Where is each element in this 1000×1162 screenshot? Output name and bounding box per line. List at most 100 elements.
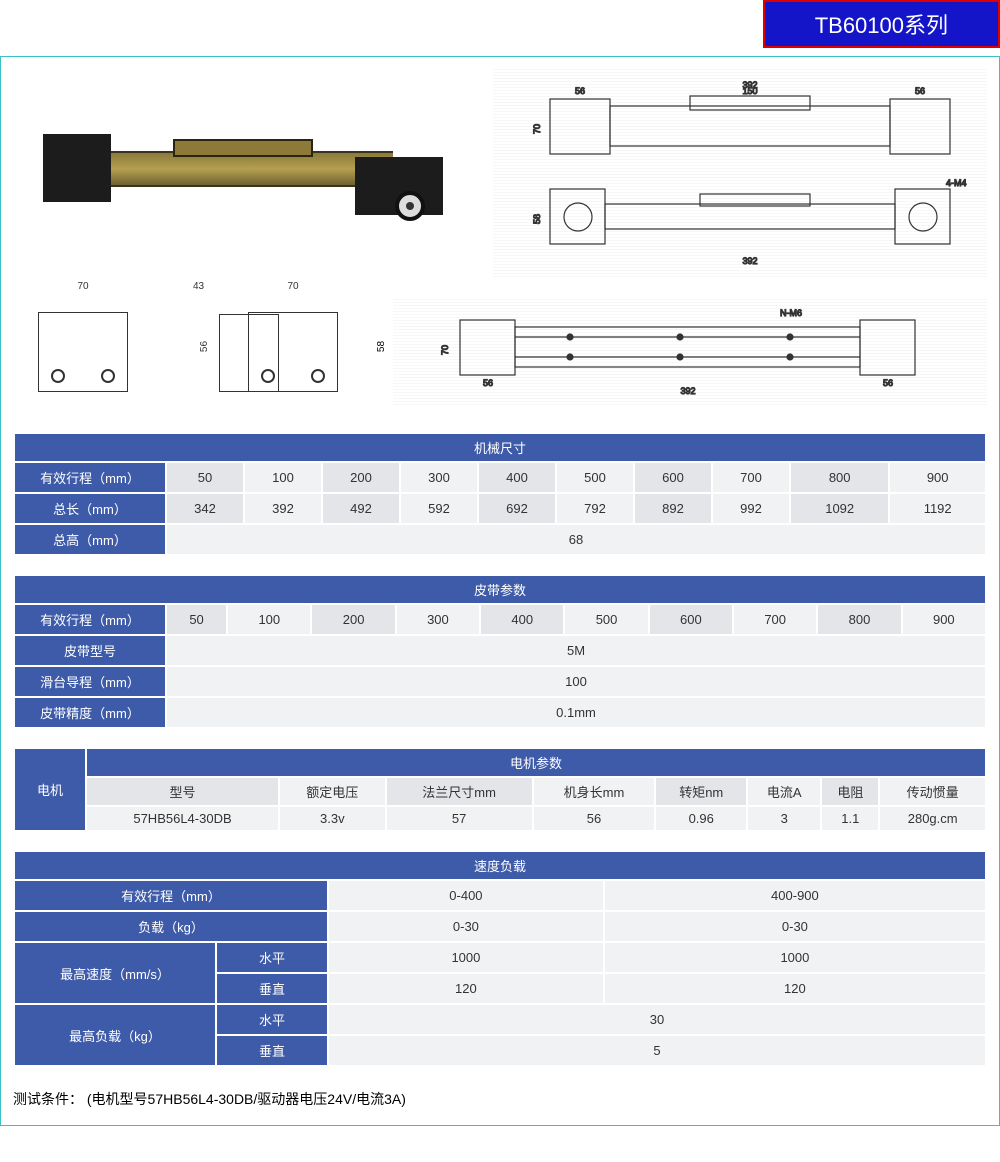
svg-text:58: 58: [532, 214, 542, 224]
dim-w2: 70: [223, 281, 363, 292]
table-row: 有效行程（mm） 50 100 200 300 400 500 600 700 …: [15, 463, 985, 492]
technical-drawing-column: 392 56 150 56 70 392 4-M4 58: [493, 69, 987, 279]
col-header: 额定电压: [280, 778, 385, 805]
dim-h1: 56: [199, 341, 210, 352]
sub-label: 垂直: [217, 974, 327, 1003]
cell: 5M: [167, 636, 985, 665]
table-row: 滑台导程（mm）100: [15, 667, 985, 696]
cell: 200: [323, 463, 399, 492]
cell: 56: [534, 807, 655, 830]
row-label: 总高（mm）: [15, 525, 165, 554]
row-label: 皮带型号: [15, 636, 165, 665]
cell: 0.1mm: [167, 698, 985, 727]
row-label: 负载（kg）: [15, 912, 327, 941]
small-drawings-row: 70 58 43 70 56 58: [13, 297, 987, 407]
cell: 600: [635, 463, 711, 492]
cell: 0-400: [329, 881, 603, 910]
cell: 692: [479, 494, 555, 523]
cell: 1000: [329, 943, 603, 972]
cell: 120: [329, 974, 603, 1003]
cell: 400-900: [605, 881, 985, 910]
table-row: 负载（kg） 0-30 0-30: [15, 912, 985, 941]
cell: 0-30: [605, 912, 985, 941]
dim-w1: 43: [193, 281, 204, 292]
content-area: 392 56 150 56 70 392 4-M4 58: [0, 56, 1000, 1126]
row-label: 有效行程（mm）: [15, 881, 327, 910]
svg-text:4-M4: 4-M4: [946, 178, 967, 188]
svg-text:56: 56: [883, 378, 893, 388]
cell: 57HB56L4-30DB: [87, 807, 278, 830]
table-row: 皮带型号5M: [15, 636, 985, 665]
svg-text:56: 56: [915, 86, 925, 96]
table-title: 电机参数: [87, 749, 985, 776]
table-row: 总高（mm） 68: [15, 525, 985, 554]
row-label: 总长（mm）: [15, 494, 165, 523]
cell: 100: [228, 605, 310, 634]
col-header: 电阻: [822, 778, 878, 805]
cell: 592: [401, 494, 477, 523]
belt-parameters-table: 皮带参数 有效行程（mm） 50 100 200 300 400 500 600…: [13, 574, 987, 729]
cell: 800: [818, 605, 900, 634]
cell: 300: [397, 605, 479, 634]
end-view-drawing-2: 43 70 56 58: [223, 297, 363, 407]
cell: 500: [557, 463, 633, 492]
row-label: 最高负载（kg）: [15, 1005, 215, 1065]
svg-text:N-M6: N-M6: [780, 308, 802, 318]
col-header: 传动惯量: [880, 778, 985, 805]
cell: 0-30: [329, 912, 603, 941]
col-header: 法兰尺寸mm: [387, 778, 532, 805]
svg-text:56: 56: [483, 378, 493, 388]
table-row: 有效行程（mm） 50 100 200 300 400 500 600 700 …: [15, 605, 985, 634]
top-section: 392 56 150 56 70 392 4-M4 58: [13, 69, 987, 279]
svg-text:392: 392: [680, 386, 695, 396]
table-row: 总长（mm） 342 392 492 592 692 792 892 992 1…: [15, 494, 985, 523]
col-header: 电流A: [748, 778, 820, 805]
cell: 700: [734, 605, 816, 634]
cell: 400: [479, 463, 555, 492]
cell: 900: [890, 463, 985, 492]
cell: 342: [167, 494, 243, 523]
svg-text:150: 150: [742, 86, 757, 96]
cell: 100: [167, 667, 985, 696]
cell: 280g.cm: [880, 807, 985, 830]
row-label: 有效行程（mm）: [15, 463, 165, 492]
cell: 600: [650, 605, 732, 634]
dim-h2: 58: [376, 341, 387, 352]
cell: 300: [401, 463, 477, 492]
table-title: 速度负载: [15, 852, 985, 879]
cell: 500: [565, 605, 647, 634]
svg-text:70: 70: [532, 124, 542, 134]
cell: 1192: [890, 494, 985, 523]
table-row: 57HB56L4-30DB 3.3v 57 56 0.96 3 1.1 280g…: [15, 807, 985, 830]
product-photo-column: [13, 69, 473, 279]
cell: 492: [323, 494, 399, 523]
cell: 700: [713, 463, 789, 492]
end-view-drawing-1: 70 58: [13, 297, 153, 407]
table-title: 机械尺寸: [15, 434, 985, 461]
cell: 50: [167, 605, 226, 634]
cell: 57: [387, 807, 532, 830]
cell: 892: [635, 494, 711, 523]
table-row: 有效行程（mm） 0-400 400-900: [15, 881, 985, 910]
svg-text:70: 70: [440, 345, 450, 355]
sub-label: 水平: [217, 1005, 327, 1034]
cell: 900: [903, 605, 985, 634]
dim-width: 70: [13, 281, 153, 292]
cell: 400: [481, 605, 563, 634]
cell: 800: [791, 463, 888, 492]
table-row: 皮带精度（mm）0.1mm: [15, 698, 985, 727]
speed-load-table: 速度负载 有效行程（mm） 0-400 400-900 负载（kg） 0-30 …: [13, 850, 987, 1067]
cell: 30: [329, 1005, 985, 1034]
cell: 792: [557, 494, 633, 523]
side-label: 电机: [15, 749, 85, 830]
col-header: 型号: [87, 778, 278, 805]
sub-label: 垂直: [217, 1036, 327, 1065]
cell: 3: [748, 807, 820, 830]
row-label: 有效行程（mm）: [15, 605, 165, 634]
cell: 1092: [791, 494, 888, 523]
cell: 120: [605, 974, 985, 1003]
test-condition-note: 测试条件： (电机型号57HB56L4-30DB/驱动器电压24V/电流3A): [13, 1085, 987, 1113]
technical-drawing-top: 392 56 150 56 70 392 4-M4 58: [493, 69, 987, 279]
cell: 1000: [605, 943, 985, 972]
cell: 50: [167, 463, 243, 492]
